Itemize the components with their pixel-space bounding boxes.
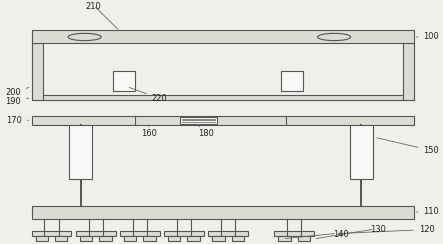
Text: 140: 140	[333, 230, 349, 239]
Bar	[35, 236, 48, 241]
Bar	[279, 236, 291, 241]
Ellipse shape	[318, 33, 351, 41]
Bar	[99, 236, 112, 241]
Text: 210: 210	[85, 2, 101, 10]
Bar	[281, 71, 303, 91]
Text: 160: 160	[141, 125, 156, 139]
Text: 220: 220	[129, 87, 167, 103]
Bar	[168, 236, 180, 241]
Text: 120: 120	[338, 225, 435, 234]
Bar	[80, 236, 92, 241]
Bar	[31, 95, 414, 100]
Bar	[120, 231, 159, 236]
Bar	[232, 236, 244, 241]
Bar	[144, 236, 155, 241]
Bar	[76, 231, 116, 236]
Bar	[350, 125, 373, 179]
Ellipse shape	[68, 33, 101, 41]
Text: 100: 100	[416, 32, 439, 41]
Bar	[212, 236, 225, 241]
Text: 110: 110	[416, 207, 439, 216]
Text: 200: 200	[5, 87, 29, 97]
Bar	[124, 236, 136, 241]
Text: 150: 150	[377, 138, 439, 155]
Bar	[179, 117, 217, 124]
Bar	[208, 231, 248, 236]
Bar	[31, 231, 71, 236]
Bar	[403, 43, 414, 100]
Text: 130: 130	[370, 225, 386, 234]
Bar	[298, 236, 310, 241]
Bar	[113, 71, 136, 91]
Bar	[69, 125, 92, 179]
Bar	[31, 206, 414, 219]
Bar	[31, 30, 414, 43]
Bar	[275, 231, 314, 236]
Bar	[164, 231, 204, 236]
Text: 180: 180	[198, 125, 214, 139]
Text: 170: 170	[6, 116, 29, 125]
Bar	[187, 236, 200, 241]
Bar	[31, 116, 414, 125]
Bar	[55, 236, 67, 241]
Bar	[31, 43, 43, 100]
Text: 190: 190	[5, 97, 29, 106]
